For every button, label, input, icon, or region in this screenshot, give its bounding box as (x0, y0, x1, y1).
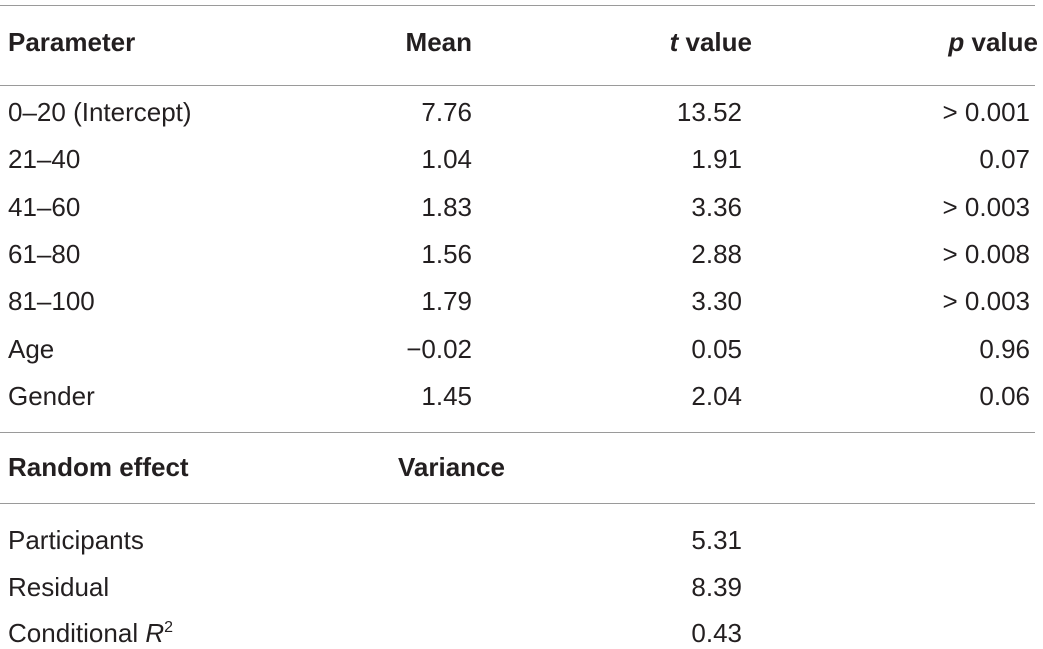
row-label: 41–60 (8, 191, 81, 222)
top-rule (0, 5, 1035, 6)
column-header: Random effect (8, 452, 189, 482)
cell-value: 1.91 (691, 144, 742, 175)
symbol: t (669, 27, 679, 57)
cell-value: 1.79 (421, 286, 472, 317)
cell-value: 1.45 (421, 380, 472, 411)
row-label: 0–20 (Intercept) (8, 97, 192, 127)
row-label: 21–40 (8, 144, 81, 175)
cell-value: > 0.003 (942, 286, 1030, 317)
row-label: Residual (8, 572, 109, 602)
cell-value: > 0.001 (942, 97, 1030, 127)
cell-value: 0.06 (979, 380, 1030, 411)
cell-value: 2.88 (691, 238, 742, 269)
cell-value: 13.52 (676, 97, 742, 127)
symbol: p (948, 27, 965, 57)
row-label: Participants (8, 525, 144, 555)
text: Parameter (8, 27, 136, 57)
cell-value: 3.30 (691, 286, 742, 317)
subheader-rule (0, 503, 1035, 504)
header-rule (0, 85, 1035, 86)
cell-value: > 0.003 (942, 191, 1030, 222)
cell-value: 2.04 (691, 380, 742, 411)
text: value (685, 27, 753, 57)
cell-value: 1.83 (421, 191, 472, 222)
row-label: 81–100 (8, 286, 95, 317)
text: value (971, 27, 1039, 57)
text: Residual (8, 571, 110, 602)
cell-value: 1.04 (421, 144, 472, 175)
column-header: Variance (398, 452, 505, 482)
cell-value: 0.07 (979, 144, 1030, 175)
column-header: p value (948, 27, 1038, 57)
cell-value: 3.36 (691, 191, 742, 222)
row-label: Age (8, 333, 55, 364)
text: Participants (8, 525, 144, 555)
cell-value: −0.02 (406, 333, 472, 364)
cell-value: 8.39 (691, 571, 742, 602)
row-label: Conditional R2 (8, 618, 173, 648)
cell-value: 0.96 (979, 333, 1030, 364)
cell-value: 1.56 (421, 238, 472, 269)
row-label: Gender (8, 380, 95, 411)
column-header: t value (670, 27, 752, 57)
cell-value: 5.31 (691, 525, 742, 555)
symbol: R (145, 618, 165, 648)
cell-value: 0.43 (691, 618, 742, 648)
column-header: Parameter (8, 27, 135, 57)
superscript: 2 (164, 619, 174, 636)
text: Conditional (8, 618, 139, 648)
cell-value: 0.05 (691, 333, 742, 364)
column-header: Mean (406, 27, 472, 57)
cell-value: > 0.008 (942, 238, 1030, 269)
row-label: 61–80 (8, 238, 81, 269)
section-rule (0, 432, 1035, 433)
cell-value: 7.76 (421, 97, 472, 127)
text: Mean (405, 27, 472, 57)
